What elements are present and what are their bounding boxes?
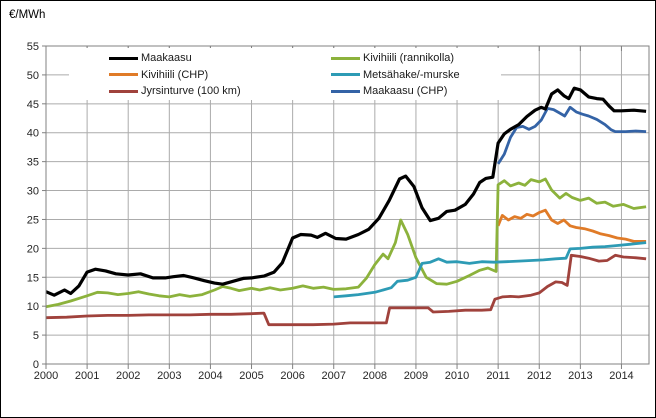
legend-column-2: Kivihiili (rannikolla) Metsähake/-murske M… — [331, 50, 460, 100]
x-tick-label: 2012 — [527, 370, 551, 382]
x-tick-label: 2004 — [198, 370, 222, 382]
legend-label: Kivihiili (CHP) — [141, 68, 209, 81]
x-tick-label: 2008 — [363, 370, 387, 382]
series-line-maakaasu-chp — [496, 105, 647, 165]
x-tick-label: 2013 — [568, 370, 592, 382]
legend-line-swatch — [109, 73, 138, 77]
x-tick-label: 2006 — [280, 370, 304, 382]
legend-label: Maakaasu — [141, 52, 192, 65]
legend-item-maakaasu-chp: Maakaasu (CHP) — [331, 83, 460, 100]
y-tick-label: 55 — [27, 41, 39, 53]
y-axis-unit-label: €/MWh — [9, 9, 46, 21]
legend-label: Kivihiili (rannikolla) — [363, 52, 455, 65]
legend-item-jyrsinturve-100-km: Jyrsinturve (100 km) — [109, 83, 241, 100]
y-tick-label: 50 — [27, 70, 39, 82]
legend-column-1: Maakaasu Kivihiili (CHP) Jyrsinturve (100 … — [109, 50, 241, 100]
x-tick-label: 2001 — [75, 370, 99, 382]
series-line-kivihiili-chp — [496, 208, 647, 243]
x-tick-label: 2011 — [486, 370, 510, 382]
y-tick-label: 30 — [27, 186, 39, 198]
legend-item-kivihiili-chp: Kivihiili (CHP) — [109, 67, 241, 84]
legend-line-swatch — [331, 89, 360, 93]
plot-border — [45, 45, 650, 365]
y-tick-label: 15 — [27, 272, 39, 284]
legend-item-kivihiili-rannikolla: Kivihiili (rannikolla) — [331, 50, 460, 67]
legend-item-mets-hake-murske: Metsähake/-murske — [331, 67, 460, 84]
legend-item-maakaasu: Maakaasu — [109, 50, 241, 67]
legend-label: Jyrsinturve (100 km) — [141, 85, 241, 98]
x-tick-label: 2003 — [157, 370, 181, 382]
x-tick-label: 2002 — [116, 370, 140, 382]
legend-label: Metsähake/-murske — [363, 68, 460, 81]
legend: Maakaasu Kivihiili (CHP) Jyrsinturve (100 … — [69, 48, 501, 100]
x-tick-label: 2009 — [404, 370, 428, 382]
x-tick-label: 2010 — [445, 370, 469, 382]
series-line-mets-hake-murske — [333, 241, 647, 299]
y-tick-label: 20 — [27, 243, 39, 255]
legend-line-swatch — [109, 89, 138, 93]
legend-line-swatch — [331, 56, 360, 60]
y-tick-label: 25 — [27, 214, 39, 226]
x-tick-label: 2014 — [609, 370, 633, 382]
y-tick-label: 40 — [27, 128, 39, 140]
y-tick-label: 35 — [27, 157, 39, 169]
legend-label: Maakaasu (CHP) — [363, 85, 448, 98]
y-tick-label: 10 — [27, 301, 39, 313]
axis-labels: 0 5 10 15 20 25 30 35 40 45 50 55 2000 2001 2002 2003 20… — [27, 41, 634, 382]
x-tick-label: 2007 — [321, 370, 345, 382]
legend-line-swatch — [109, 56, 138, 60]
series-line-jyrsinturve-100-km — [45, 253, 647, 327]
y-tick-label: 45 — [27, 99, 39, 111]
series-line-kivihiili-rannikolla — [45, 177, 647, 309]
y-tick-label: 0 — [33, 359, 39, 371]
x-tick-label: 2005 — [239, 370, 263, 382]
legend-line-swatch — [331, 73, 360, 77]
x-tick-label: 2000 — [34, 370, 58, 382]
series-line-maakaasu — [45, 86, 647, 297]
y-tick-label: 5 — [33, 330, 39, 342]
